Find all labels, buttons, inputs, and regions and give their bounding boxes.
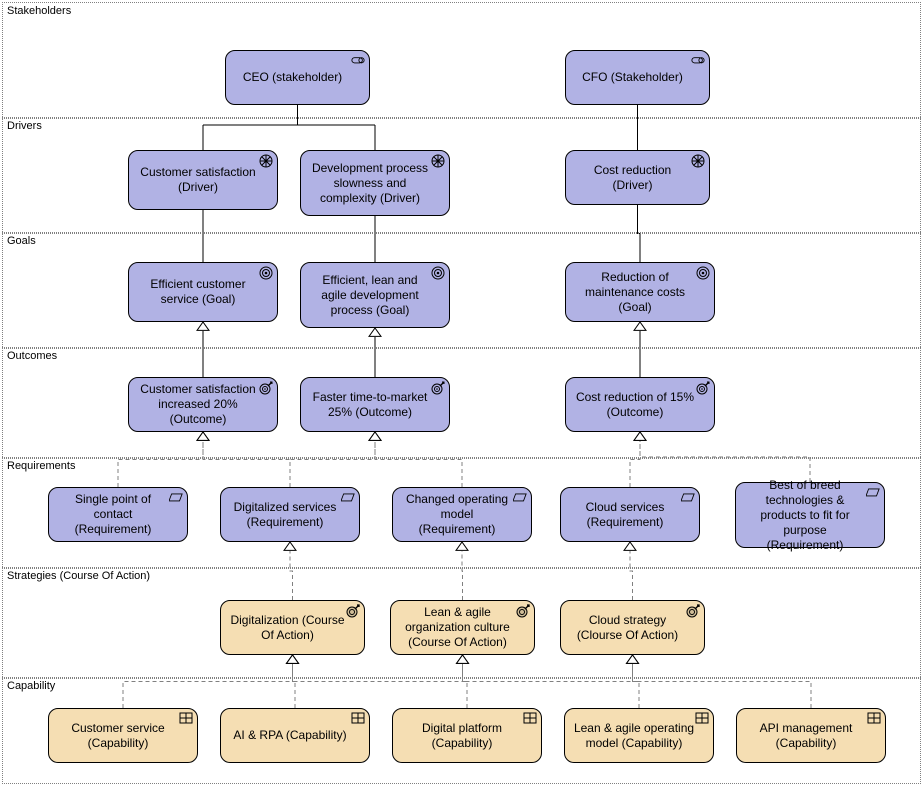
node-label: Digitalized services (Requirement) [229,500,341,530]
diagram-canvas: Stakeholders Drivers Goals Outcomes Requirem… [0,0,923,788]
node-api_mgmt_cap[interactable]: API management (Capability) [736,708,886,763]
node-label: CFO (Stakeholder) [582,70,683,85]
goal-icon [431,266,445,278]
node-chg_op_req[interactable]: Changed operating model (Requirement) [392,487,532,542]
capability-icon [867,712,881,724]
capability-icon [351,712,365,724]
outcome-icon [696,381,710,393]
course-icon [516,604,530,616]
node-label: Customer satisfaction (Driver) [137,165,259,195]
node-label: Efficient customer service (Goal) [137,277,259,307]
node-label: API management (Capability) [745,721,867,751]
node-eff_cust_goal[interactable]: Efficient customer service (Goal) [128,262,278,322]
node-label: Best of breed technologies & products to… [744,478,866,553]
requirement-icon [681,491,695,503]
node-label: Cloud services (Requirement) [569,500,681,530]
goal-icon [696,266,710,278]
capability-icon [179,712,193,724]
outcome-icon [431,381,445,393]
node-lean_op_cap[interactable]: Lean & agile operating model (Capability… [564,708,714,763]
node-cfo[interactable]: CFO (Stakeholder) [565,50,710,105]
capability-icon [523,712,537,724]
node-label: Cost reduction (Driver) [574,163,691,193]
layer-label: Drivers [7,120,42,132]
layer-label: Goals [7,235,36,247]
outcome-icon [259,381,273,393]
layer-label: Outcomes [7,350,57,362]
node-cust_svc_cap[interactable]: Customer service (Capability) [48,708,198,763]
node-label: Digital platform (Capability) [401,721,523,751]
node-lean_coa[interactable]: Lean & agile organization culture (Cours… [390,600,535,655]
node-label: Efficient, lean and agile development pr… [309,273,431,318]
requirement-icon [513,491,527,503]
node-cost_red_drv[interactable]: Cost reduction (Driver) [565,150,710,205]
node-spoc_req[interactable]: Single point of contact (Requirement) [48,487,188,542]
node-label: Lean & agile operating model (Capability… [573,721,695,751]
node-faster_ttm_out[interactable]: Faster time-to-market 25% (Outcome) [300,377,450,432]
node-cust_sat_drv[interactable]: Customer satisfaction (Driver) [128,150,278,210]
layer-label: Strategies (Course Of Action) [7,570,150,582]
layer-label: Capability [7,680,55,692]
layer-label: Stakeholders [7,5,71,17]
node-label: Customer satisfaction increased 20% (Out… [137,382,259,427]
node-maint_cost_goal[interactable]: Reduction of maintenance costs (Goal) [565,262,715,322]
node-label: Cloud strategy (Clourse Of Action) [569,613,686,643]
node-digi_svc_req[interactable]: Digitalized services (Requirement) [220,487,360,542]
requirement-icon [169,491,183,503]
layer-label: Requirements [7,460,75,472]
stakeholder-icon [691,54,705,66]
node-cust_sat_out[interactable]: Customer satisfaction increased 20% (Out… [128,377,278,432]
node-label: Customer service (Capability) [57,721,179,751]
requirement-icon [866,486,880,498]
node-label: Lean & agile organization culture (Cours… [399,605,516,650]
capability-icon [695,712,709,724]
node-ai_rpa_cap[interactable]: AI & RPA (Capability) [220,708,370,763]
node-bob_req[interactable]: Best of breed technologies & products to… [735,482,885,548]
node-cloud_coa[interactable]: Cloud strategy (Clourse Of Action) [560,600,705,655]
course-icon [686,604,700,616]
node-label: Development process slowness and complex… [309,161,431,206]
driver-icon [259,154,273,166]
node-cost_red_out[interactable]: Cost reduction of 15% (Outcome) [565,377,715,432]
driver-icon [431,154,445,166]
node-label: Reduction of maintenance costs (Goal) [574,270,696,315]
course-icon [346,604,360,616]
node-label: CEO (stakeholder) [243,70,342,85]
node-label: Faster time-to-market 25% (Outcome) [309,390,431,420]
node-label: Digitalization (Course Of Action) [229,613,346,643]
node-digi_plat_cap[interactable]: Digital platform (Capability) [392,708,542,763]
node-cloud_req[interactable]: Cloud services (Requirement) [560,487,700,542]
goal-icon [259,266,273,278]
node-dev_proc_drv[interactable]: Development process slowness and complex… [300,150,450,216]
node-eff_lean_goal[interactable]: Efficient, lean and agile development pr… [300,262,450,328]
node-label: AI & RPA (Capability) [233,728,346,743]
stakeholder-icon [351,54,365,66]
node-digi_coa[interactable]: Digitalization (Course Of Action) [220,600,365,655]
requirement-icon [341,491,355,503]
node-label: Changed operating model (Requirement) [401,492,513,537]
node-ceo[interactable]: CEO (stakeholder) [225,50,370,105]
driver-icon [691,154,705,166]
node-label: Single point of contact (Requirement) [57,492,169,537]
layer-stakeholders: Stakeholders [2,2,921,119]
node-label: Cost reduction of 15% (Outcome) [574,390,696,420]
